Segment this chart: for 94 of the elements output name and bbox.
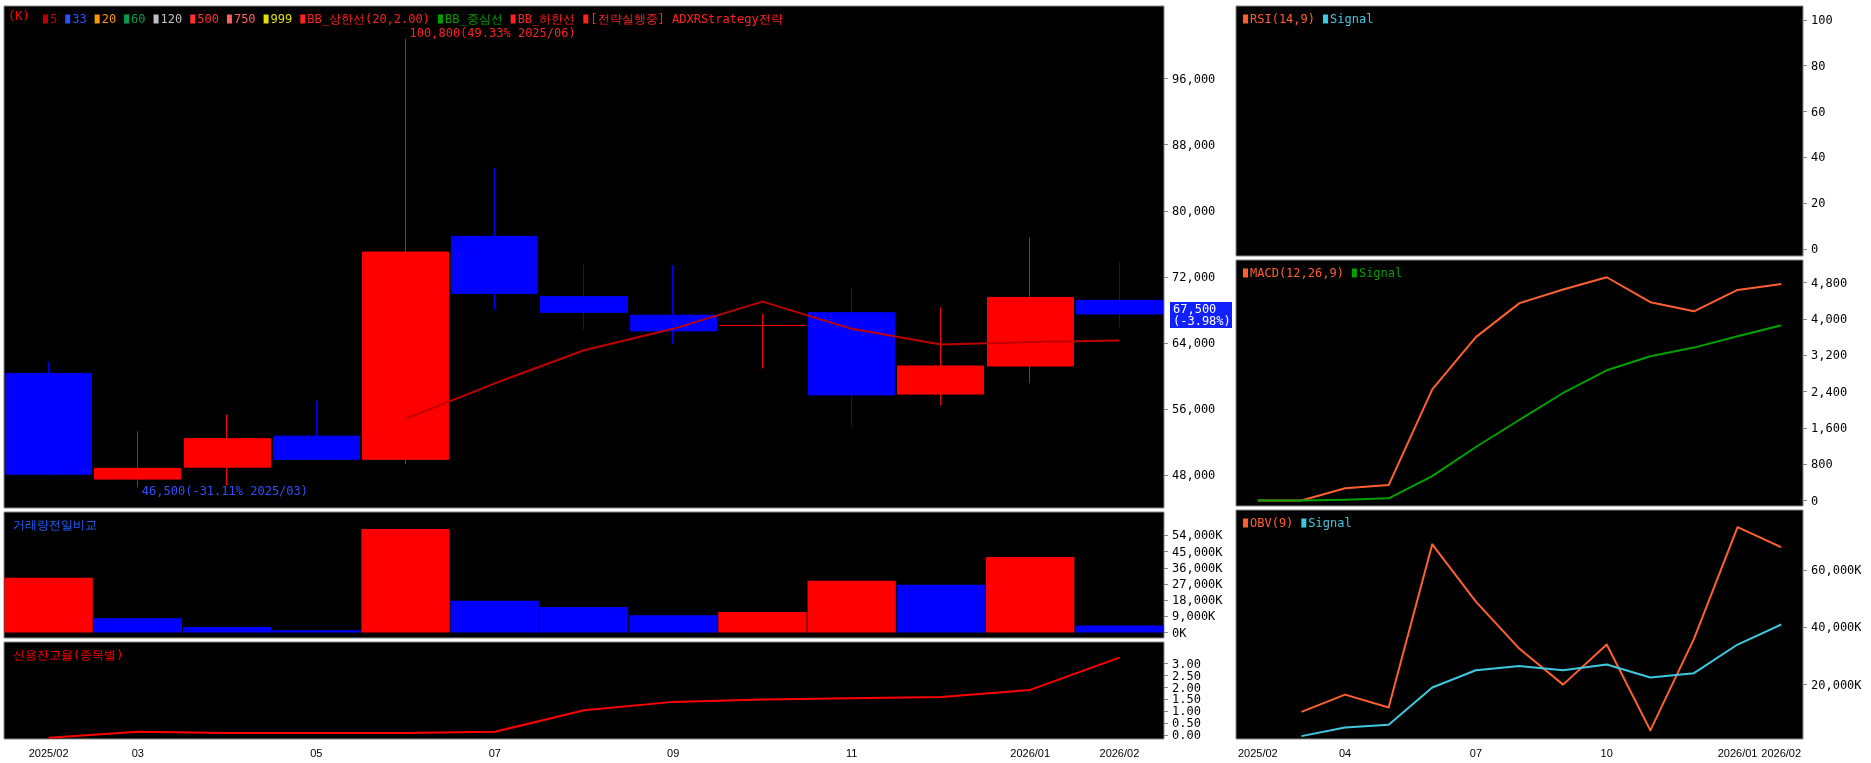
y-tick-label: 4,800	[1811, 275, 1848, 290]
y-tick-label: 40,000K	[1811, 620, 1863, 635]
y-tick-label: 2,400	[1811, 384, 1848, 399]
annotation: 46,500(-31.11% 2025/03)	[141, 484, 309, 499]
bar	[896, 584, 986, 633]
candlestick	[987, 236, 1074, 384]
legend-label: RSI(14,9)	[1250, 12, 1316, 26]
bar	[1075, 625, 1164, 633]
y-tick-label: 20	[1811, 196, 1826, 211]
y-tick-label: 36,000K	[1172, 560, 1224, 575]
y-tick-label: 20,000K	[1811, 677, 1863, 692]
legend-label: Signal	[1308, 516, 1352, 530]
candlestick	[719, 313, 806, 369]
legend-label: 999	[270, 12, 293, 26]
line-series	[1300, 623, 1783, 738]
x-tick-label: 2026/02	[1761, 746, 1802, 759]
y-tick-label: 56,000	[1172, 401, 1216, 416]
candlestick	[630, 264, 717, 345]
y-tick-label: 1,600	[1811, 420, 1848, 435]
legend-title: (K)	[8, 9, 30, 23]
legend-label: Signal	[1358, 266, 1403, 280]
candlestick	[451, 167, 538, 311]
y-tick-label: 0.50	[1172, 716, 1201, 731]
legend-label: 120	[160, 12, 183, 26]
y-tick-label: 1.50	[1172, 692, 1201, 707]
legend-label: 5	[50, 12, 58, 26]
legend-label: BB_중심선	[444, 12, 503, 26]
legend-label: 750	[233, 12, 256, 26]
legend-label: 20	[101, 12, 117, 26]
candlestick	[273, 400, 360, 460]
y-tick-label: 800	[1811, 457, 1833, 472]
bar	[4, 577, 93, 633]
y-tick-label: 54,000K	[1172, 528, 1224, 543]
y-tick-label: 64,000	[1172, 335, 1216, 350]
y-tick-label: 4,000	[1811, 312, 1848, 326]
candlestick	[5, 361, 92, 476]
x-tick-label: 03	[131, 746, 144, 759]
x-tick-label: 05	[310, 746, 323, 759]
y-tick-label: 80	[1811, 58, 1826, 73]
candlestick	[808, 287, 895, 428]
y-tick-label: 27,000K	[1172, 577, 1224, 591]
y-tick-label: 48,000	[1172, 467, 1216, 482]
text: 신용잔고율(종목별)	[13, 648, 124, 662]
line-series	[404, 300, 1121, 420]
x-tick-label: 10	[1600, 746, 1613, 759]
y-tick-label: 3,200	[1811, 348, 1848, 363]
legend-label: 500	[197, 12, 219, 26]
y-tick-label: 2.00	[1172, 680, 1201, 695]
text: 거래량전일비교	[13, 518, 97, 532]
legend-label: [전략실행중] ADXRStrategy전략	[590, 12, 783, 26]
y-tick-label: 45,000K	[1172, 544, 1224, 559]
x-tick-label: 2026/01	[1010, 746, 1051, 759]
y-tick-label: 0K	[1172, 625, 1188, 640]
y-tick-label: 96,000	[1172, 71, 1216, 86]
legend-label: MACD(12,26,9)	[1250, 266, 1344, 280]
y-tick-label: 80,000	[1172, 203, 1216, 218]
y-tick-label: 72,000	[1172, 269, 1216, 284]
x-tick-label: 2025/02	[28, 746, 69, 759]
y-tick-label: 0	[1811, 242, 1819, 257]
candlestick	[362, 38, 449, 465]
y-tick-label: 60	[1811, 104, 1826, 119]
line-series	[1256, 324, 1783, 502]
y-tick-label: 0	[1811, 493, 1819, 508]
legend-label: 33	[72, 12, 87, 26]
x-tick-label: 2026/02	[1099, 746, 1140, 759]
text: 67,500 (-3.98%)	[1173, 301, 1231, 328]
legend-label: BB_하한선	[517, 12, 576, 26]
y-tick-label: 88,000	[1172, 137, 1216, 152]
y-tick-label: 9,000K	[1172, 609, 1217, 624]
x-tick-label: 07	[488, 746, 501, 759]
x-tick-label: 07	[1469, 746, 1483, 759]
bar	[985, 557, 1075, 633]
x-tick-label: 11	[845, 746, 858, 759]
bar	[361, 529, 450, 633]
x-tick-label: 2025/02	[1237, 746, 1278, 759]
legend-label: OBV(9)	[1250, 516, 1294, 530]
legend-label: Signal	[1330, 12, 1374, 26]
y-tick-label: 2.50	[1172, 668, 1201, 683]
y-tick-label: 18,000K	[1172, 593, 1224, 608]
y-tick-label: 100	[1811, 12, 1833, 27]
legend-label: 60	[131, 12, 146, 26]
candlestick	[184, 414, 271, 487]
x-tick-label: 2026/01	[1717, 746, 1758, 759]
y-tick-label: 0.00	[1172, 728, 1201, 743]
legend-label: BB_상한선(20,2.00)	[307, 12, 430, 26]
annotation: 100,800(49.33% 2025/06)	[409, 26, 576, 41]
y-tick-label: 60,000K	[1811, 563, 1863, 578]
y-tick-label: 40	[1811, 150, 1826, 165]
x-tick-label: 04	[1338, 746, 1352, 759]
candlestick	[540, 263, 628, 331]
y-tick-label: 1.00	[1172, 704, 1201, 719]
x-tick-label: 09	[667, 746, 680, 759]
y-tick-label: 3.00	[1172, 656, 1201, 671]
candlestick	[897, 306, 984, 406]
